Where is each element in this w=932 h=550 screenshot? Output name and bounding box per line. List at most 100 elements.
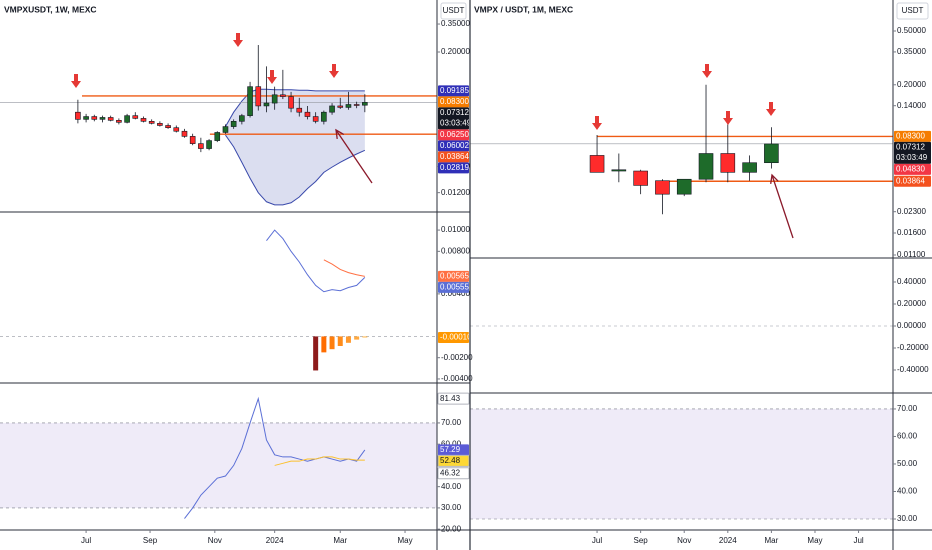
currency: USDT <box>902 6 924 15</box>
price-tag-label: 52.48 <box>440 456 461 465</box>
y-tick-label: 60.00 <box>441 439 462 448</box>
price-tag <box>438 281 469 293</box>
candle-body <box>611 169 627 172</box>
arrow-head <box>335 128 345 139</box>
price-tag-label: -0.00010 <box>440 333 472 342</box>
y-tick-label: 70.00 <box>897 404 918 413</box>
rsi-band <box>0 422 437 508</box>
y-tick-label: 40.00 <box>897 487 918 496</box>
candle-body <box>107 117 114 121</box>
candle-body <box>91 116 98 120</box>
x-tick-label: Jul <box>592 536 602 545</box>
y-tick-label: 0.35000 <box>897 47 926 56</box>
down-arrow <box>723 111 733 125</box>
price-tag-label: 0.00555 <box>440 282 469 291</box>
rsi-line <box>184 396 366 519</box>
x-tick-label: Sep <box>143 536 158 545</box>
down-arrow <box>233 33 243 47</box>
y-tick-label: 60.00 <box>897 432 918 441</box>
band-fill <box>225 89 365 205</box>
signal-line <box>323 259 365 277</box>
candle-body <box>764 143 779 164</box>
y-tick-label: 0.02300 <box>897 207 926 216</box>
price-tag-label: 0.00565 <box>440 271 469 280</box>
y-tick-label: 0.01100 <box>897 250 926 259</box>
candle-body <box>345 104 352 108</box>
candle-body <box>157 123 163 126</box>
candle-body <box>165 125 171 129</box>
candle-body <box>296 107 303 113</box>
candle-body <box>132 115 139 119</box>
candle-body <box>329 105 335 113</box>
currency: USDT <box>443 6 465 15</box>
chart-title: VMPX / USDT, 1M, MEXC <box>474 4 573 14</box>
candle-body <box>698 153 714 180</box>
candle-body <box>312 116 319 122</box>
y-tick-label: 0.50000 <box>897 26 926 35</box>
price-tag-label: 0.07312 <box>896 142 925 151</box>
trend-arrow <box>771 174 794 239</box>
x-tick-label: May <box>397 536 412 545</box>
price-tag <box>438 151 469 163</box>
candle-body <box>589 155 605 173</box>
down-arrow <box>267 70 277 84</box>
candle-body <box>676 178 692 195</box>
currency-box <box>440 2 467 20</box>
x-tick-label: Mar <box>765 536 779 545</box>
band-lower <box>225 134 366 206</box>
rsi-band <box>470 408 893 519</box>
y-tick-label: 0.14000 <box>897 101 926 110</box>
price-tag-label: 0.03864 <box>440 152 469 161</box>
histogram-bar <box>354 336 360 340</box>
y-tick-label: 0.20000 <box>897 299 926 308</box>
candle-body <box>655 180 670 195</box>
candle-body <box>239 115 245 122</box>
y-tick-label: 0.35000 <box>441 19 470 28</box>
price-tag <box>437 454 470 467</box>
price-tag <box>438 444 469 456</box>
candle-body <box>124 115 130 123</box>
y-tick-label: 0.40000 <box>897 277 926 286</box>
price-tag-label: 0.06250 <box>440 130 469 139</box>
x-tick-label: Mar <box>333 536 347 545</box>
price-tag <box>437 467 470 480</box>
price-tag-label: 0.07312 <box>440 108 469 117</box>
down-arrow <box>71 74 81 88</box>
y-tick-label: -0.00400 <box>441 374 473 383</box>
price-tag <box>438 129 469 141</box>
x-tick-label: Jul <box>853 536 863 545</box>
rsi-signal-line <box>274 456 365 466</box>
candle-body <box>181 130 188 137</box>
price-tag <box>894 141 931 164</box>
y-tick-label: 0.20000 <box>441 47 470 56</box>
y-tick-label: 40.00 <box>441 482 462 491</box>
y-tick-label: 50.00 <box>897 459 918 468</box>
candle-body <box>362 102 368 106</box>
histogram-bar <box>329 336 335 350</box>
y-tick-label: -0.00200 <box>441 353 473 362</box>
price-tag <box>438 107 469 130</box>
countdown: 03:03:49 <box>896 153 928 162</box>
x-tick-label: Nov <box>208 536 222 545</box>
candle-body <box>116 120 122 123</box>
down-arrow <box>329 64 339 78</box>
candle-body <box>321 111 327 122</box>
y-tick-label: 0.01600 <box>897 228 926 237</box>
candle-body <box>75 111 81 120</box>
macd-line <box>266 229 366 293</box>
price-tag-label: 0.08300 <box>440 97 469 106</box>
y-tick-label: 20.00 <box>441 524 462 533</box>
x-tick-label: Jul <box>81 536 91 545</box>
x-tick-label: May <box>807 536 822 545</box>
price-tag <box>438 96 469 108</box>
y-tick-label: 0.20000 <box>897 80 926 89</box>
price-tag <box>438 331 469 343</box>
candle-body <box>720 153 736 173</box>
histogram-bar <box>362 336 368 338</box>
candle-body <box>173 127 180 132</box>
annotations <box>71 33 794 239</box>
y-tick-label: -0.20000 <box>897 343 929 352</box>
candle-body <box>140 118 147 122</box>
currency-box <box>896 2 929 20</box>
